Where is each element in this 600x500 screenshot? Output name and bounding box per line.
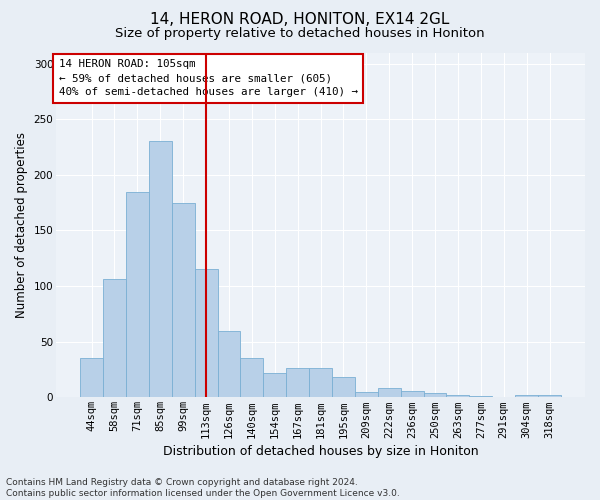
Bar xyxy=(401,390,424,398)
Bar xyxy=(218,330,241,398)
Text: Contains HM Land Registry data © Crown copyright and database right 2024.
Contai: Contains HM Land Registry data © Crown c… xyxy=(6,478,400,498)
Bar xyxy=(263,373,286,398)
Bar xyxy=(126,192,149,398)
Bar xyxy=(446,395,469,398)
Bar xyxy=(309,368,332,398)
Bar xyxy=(515,395,538,398)
Text: 14, HERON ROAD, HONITON, EX14 2GL: 14, HERON ROAD, HONITON, EX14 2GL xyxy=(151,12,449,28)
Bar xyxy=(194,270,218,398)
Bar xyxy=(469,396,492,398)
Bar xyxy=(424,393,446,398)
Bar xyxy=(286,368,309,398)
Text: Size of property relative to detached houses in Honiton: Size of property relative to detached ho… xyxy=(115,28,485,40)
Bar xyxy=(241,358,263,398)
Bar xyxy=(332,378,355,398)
Bar xyxy=(378,388,401,398)
Y-axis label: Number of detached properties: Number of detached properties xyxy=(15,132,28,318)
Bar xyxy=(172,202,194,398)
Bar xyxy=(103,280,126,398)
X-axis label: Distribution of detached houses by size in Honiton: Distribution of detached houses by size … xyxy=(163,444,478,458)
Bar xyxy=(538,395,561,398)
Text: 14 HERON ROAD: 105sqm
← 59% of detached houses are smaller (605)
40% of semi-det: 14 HERON ROAD: 105sqm ← 59% of detached … xyxy=(59,60,358,98)
Bar xyxy=(80,358,103,398)
Bar xyxy=(149,142,172,398)
Bar xyxy=(355,392,378,398)
